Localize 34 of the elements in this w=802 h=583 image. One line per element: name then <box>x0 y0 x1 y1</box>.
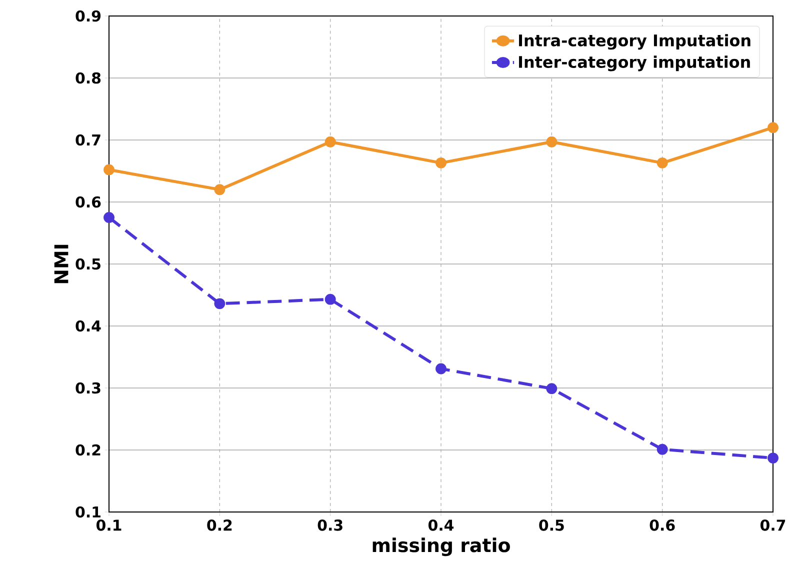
point <box>546 383 558 394</box>
y-tick-label: 0.2 <box>76 444 100 456</box>
point <box>436 363 446 374</box>
x-tick-label: 0.1 <box>96 520 122 531</box>
x-tick-label: 0.3 <box>318 520 342 531</box>
y-tick-label: 0.5 <box>76 258 100 270</box>
point <box>656 157 668 168</box>
point <box>768 122 778 134</box>
point <box>546 136 558 148</box>
x-tick-label: 0.6 <box>650 520 675 531</box>
point <box>104 164 114 176</box>
point <box>214 298 226 310</box>
y-axis-title: NMI <box>54 244 68 284</box>
x-tick-label: 0.2 <box>207 520 232 531</box>
x-tick-label: 0.7 <box>760 520 786 531</box>
point <box>324 294 336 305</box>
x-axis-title: missing ratio <box>372 538 510 556</box>
legend-label: Intra-category Imputation <box>519 34 750 50</box>
y-tick-label: 0.9 <box>76 10 101 22</box>
y-tick-label: 0.1 <box>76 506 100 518</box>
y-tick-label: 0.3 <box>76 382 100 394</box>
point <box>768 452 778 464</box>
y-tick-label: 0.7 <box>76 134 100 146</box>
x-tick-label: 0.4 <box>428 520 454 531</box>
point <box>214 184 226 196</box>
y-tick-label: 0.4 <box>76 320 101 332</box>
point <box>436 157 446 168</box>
y-tick-label: 0.6 <box>76 196 101 208</box>
point <box>104 212 114 223</box>
y-tick-label: 0.8 <box>76 72 101 84</box>
point <box>324 136 336 148</box>
point <box>656 444 668 455</box>
legend-label: Inter-category imputation <box>519 56 750 72</box>
x-tick-label: 0.5 <box>539 520 564 531</box>
